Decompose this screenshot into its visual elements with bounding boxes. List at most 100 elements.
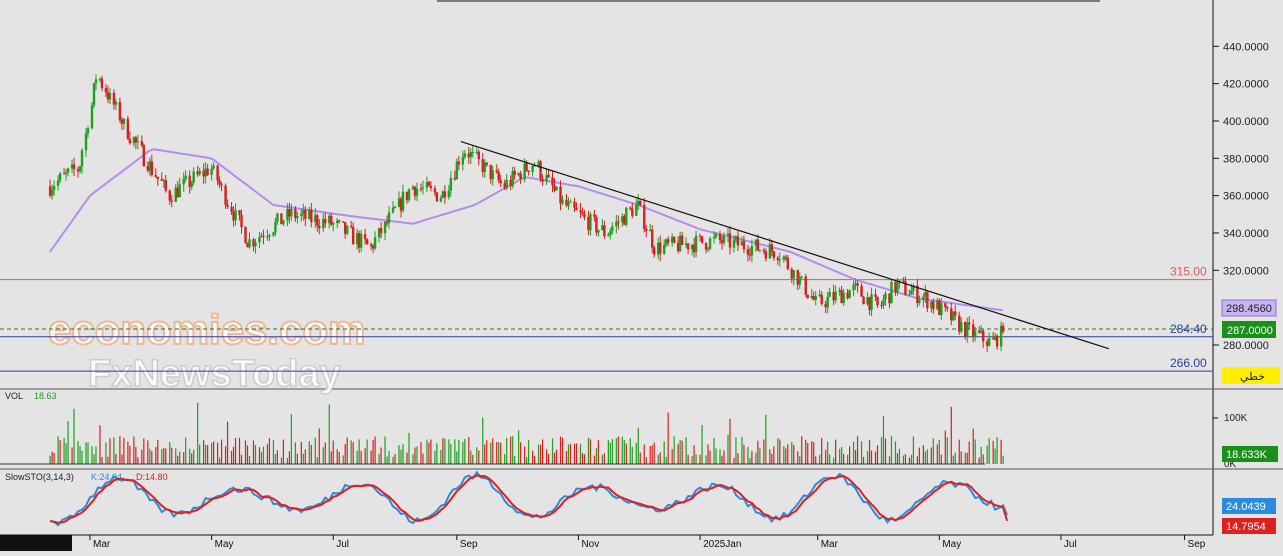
- candle-body: [926, 291, 929, 309]
- volume-bar: [944, 430, 946, 464]
- volume-bar: [709, 450, 711, 464]
- arabic-tag-badge[interactable]: خطي: [1222, 367, 1280, 384]
- volume-bar: [175, 448, 177, 464]
- candle-body: [254, 242, 257, 247]
- candle-body: [718, 233, 722, 240]
- trendline[interactable]: [460, 140, 1109, 350]
- volume-bar: [155, 447, 157, 464]
- candle-body: [531, 165, 534, 173]
- volume-bar: [691, 456, 693, 464]
- watermark-fxnewstoday: FxNewsToday: [88, 353, 341, 395]
- volume-bar: [978, 457, 980, 464]
- volume-bar: [95, 446, 97, 464]
- volume-bar: [932, 438, 934, 464]
- candle-body: [511, 171, 514, 187]
- volume-bar: [791, 441, 793, 464]
- candle-body: [541, 178, 544, 182]
- candle-body: [924, 291, 927, 297]
- candle-body: [607, 234, 610, 237]
- volume-axis: 100K 0K: [1213, 413, 1248, 470]
- candle-body: [533, 165, 536, 167]
- time-tick-label: Jul: [1064, 539, 1077, 550]
- candle-body: [192, 171, 195, 183]
- volume-bar: [286, 457, 288, 464]
- candle-body: [308, 209, 311, 219]
- candle-body: [332, 223, 335, 225]
- volume-bar: [623, 439, 625, 464]
- volume-bar: [707, 444, 709, 464]
- volume-bar: [266, 444, 269, 464]
- volume-bar: [988, 437, 990, 464]
- volume-bar: [282, 439, 284, 464]
- volume-bar: [940, 454, 942, 464]
- volume-bar: [366, 439, 368, 464]
- volume-bar: [71, 447, 73, 464]
- volume-bar: [386, 456, 388, 464]
- stoch-label: SlowSTO(3,14,3): [5, 472, 74, 482]
- volume-bar: [169, 442, 171, 464]
- candle-body: [226, 204, 229, 208]
- volume-bar: [526, 457, 528, 464]
- volume-bar: [436, 443, 438, 464]
- candle-body: [756, 239, 760, 251]
- volume-bar: [968, 441, 970, 464]
- candle-body: [736, 236, 740, 246]
- candle-body: [104, 88, 108, 93]
- candle-body: [80, 150, 84, 167]
- stoch-k-badge-value: 24.0439: [1226, 501, 1266, 513]
- volume-bar: [880, 437, 883, 464]
- time-axis[interactable]: Mar May Jul Sep Nov 2025Jan Mar May Jul Sep: [89, 535, 1206, 550]
- volume-bar: [615, 438, 617, 464]
- volume-bar: [288, 451, 290, 464]
- volume-bar: [440, 449, 442, 464]
- candle-body: [252, 239, 255, 247]
- volume-bar: [300, 441, 302, 464]
- volume-bar: [693, 445, 695, 464]
- candle-body: [220, 184, 223, 186]
- volume-bar: [567, 444, 570, 464]
- volume-bar: [936, 444, 938, 464]
- volume-bar: [113, 437, 115, 464]
- volume-bar: [434, 450, 436, 464]
- candle-body: [611, 226, 614, 232]
- candle-body: [908, 294, 911, 296]
- candle-body: [637, 200, 640, 205]
- candle-body: [371, 245, 375, 249]
- arabic-tag-label: خطي: [1240, 371, 1265, 383]
- volume-bar: [416, 446, 418, 464]
- candle-body: [330, 215, 333, 225]
- candle-body: [700, 236, 704, 243]
- candle-body: [768, 244, 772, 259]
- volume-bar: [870, 450, 873, 464]
- candle-body: [377, 228, 381, 238]
- volume-bar: [384, 436, 386, 464]
- candle-body: [762, 250, 766, 252]
- volume-bar: [338, 451, 340, 464]
- candle-body: [92, 83, 96, 106]
- ma-badge-value: 298.4560: [1226, 303, 1272, 315]
- candle-body: [840, 290, 843, 304]
- volume-tick-100k: 100K: [1224, 413, 1248, 424]
- candle-body: [690, 244, 694, 250]
- candle-body: [387, 212, 391, 224]
- volume-bar: [779, 439, 781, 464]
- volume-bar: [819, 454, 821, 464]
- volume-bar: [478, 450, 480, 464]
- volume-bar: [777, 438, 779, 464]
- candle-body: [782, 256, 786, 260]
- volume-bar: [783, 446, 785, 464]
- volume-bar: [402, 444, 404, 464]
- volume-bar: [406, 452, 408, 464]
- candle-body: [776, 257, 780, 260]
- candle-body: [714, 233, 718, 237]
- volume-badge-value: 18.633K: [1226, 449, 1268, 461]
- candle-body: [664, 239, 668, 245]
- volume-bar: [805, 439, 807, 464]
- candle-body: [280, 213, 283, 225]
- horizontal-levels[interactable]: 315.00 284.40 266.00: [0, 265, 1213, 372]
- candle-body: [355, 233, 359, 245]
- volume-bar: [193, 449, 195, 464]
- candle-body: [146, 166, 150, 171]
